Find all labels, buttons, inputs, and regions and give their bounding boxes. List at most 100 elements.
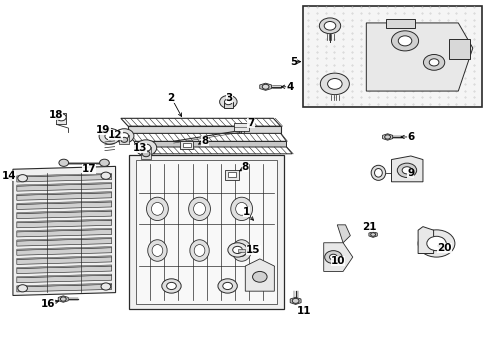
Polygon shape	[17, 210, 111, 213]
Text: 1: 1	[242, 207, 249, 217]
Polygon shape	[58, 296, 68, 302]
Bar	[224, 170, 238, 180]
Polygon shape	[368, 231, 377, 237]
Bar	[57, 113, 66, 125]
Polygon shape	[366, 23, 472, 91]
Circle shape	[397, 36, 411, 46]
Bar	[234, 123, 248, 131]
Circle shape	[391, 31, 418, 51]
Polygon shape	[17, 173, 111, 177]
Polygon shape	[17, 219, 111, 223]
Ellipse shape	[147, 240, 167, 261]
Ellipse shape	[230, 197, 252, 221]
Circle shape	[224, 99, 232, 105]
Polygon shape	[17, 201, 111, 204]
Polygon shape	[417, 226, 433, 253]
Ellipse shape	[151, 202, 163, 215]
Ellipse shape	[146, 197, 168, 221]
Text: 6: 6	[407, 132, 414, 142]
Text: 18: 18	[49, 111, 63, 121]
Circle shape	[100, 159, 109, 166]
Polygon shape	[128, 134, 286, 141]
Polygon shape	[121, 118, 280, 126]
Polygon shape	[17, 211, 111, 219]
Text: 2: 2	[167, 93, 175, 103]
Ellipse shape	[236, 244, 246, 256]
Polygon shape	[17, 202, 111, 210]
Text: 19: 19	[96, 125, 110, 135]
Polygon shape	[17, 193, 111, 200]
Polygon shape	[134, 147, 292, 154]
Text: 12: 12	[108, 130, 122, 140]
Text: 4: 4	[285, 82, 293, 92]
Polygon shape	[337, 225, 349, 243]
Text: 15: 15	[246, 245, 260, 255]
Bar	[119, 135, 129, 144]
Text: 10: 10	[330, 256, 345, 266]
Text: 8: 8	[201, 136, 208, 145]
Text: 5: 5	[289, 57, 297, 67]
Bar	[227, 172, 235, 177]
Polygon shape	[17, 238, 111, 241]
Bar	[183, 143, 190, 147]
Circle shape	[319, 18, 340, 34]
Bar	[141, 147, 151, 159]
Text: 17: 17	[81, 164, 96, 174]
Ellipse shape	[152, 244, 163, 256]
Text: 13: 13	[132, 143, 147, 153]
Bar	[385, 19, 414, 28]
Circle shape	[59, 159, 68, 166]
Circle shape	[329, 254, 337, 260]
Ellipse shape	[370, 165, 385, 180]
Circle shape	[423, 54, 444, 70]
Circle shape	[135, 140, 156, 156]
Polygon shape	[17, 192, 111, 195]
Ellipse shape	[188, 197, 210, 221]
Circle shape	[99, 129, 120, 144]
Circle shape	[417, 230, 454, 257]
Text: 8: 8	[241, 162, 248, 172]
Circle shape	[327, 78, 342, 89]
Circle shape	[262, 84, 268, 89]
Circle shape	[223, 282, 232, 289]
Polygon shape	[17, 175, 111, 182]
Text: 7: 7	[247, 118, 254, 128]
Polygon shape	[17, 184, 111, 191]
Circle shape	[60, 297, 66, 301]
Polygon shape	[17, 257, 111, 264]
Polygon shape	[391, 156, 422, 182]
Polygon shape	[17, 248, 111, 255]
Ellipse shape	[194, 244, 204, 256]
Circle shape	[114, 129, 134, 143]
Text: 9: 9	[407, 168, 413, 178]
Circle shape	[162, 279, 181, 293]
Polygon shape	[128, 126, 280, 134]
Polygon shape	[17, 274, 111, 278]
Circle shape	[252, 271, 266, 282]
Circle shape	[101, 172, 110, 179]
Circle shape	[57, 114, 66, 121]
Circle shape	[142, 151, 150, 157]
Bar	[180, 140, 193, 149]
Circle shape	[218, 279, 237, 293]
Polygon shape	[382, 134, 392, 140]
Polygon shape	[129, 155, 284, 309]
Text: 3: 3	[225, 93, 232, 103]
Ellipse shape	[231, 240, 251, 261]
Polygon shape	[13, 166, 115, 296]
Circle shape	[18, 175, 27, 182]
Circle shape	[384, 135, 390, 139]
Circle shape	[121, 137, 127, 142]
Polygon shape	[17, 220, 111, 228]
Polygon shape	[17, 256, 111, 259]
Polygon shape	[17, 283, 111, 287]
Circle shape	[428, 59, 438, 66]
Polygon shape	[17, 284, 111, 292]
Text: 16: 16	[41, 299, 55, 309]
Circle shape	[101, 283, 110, 290]
Circle shape	[396, 163, 416, 177]
Polygon shape	[17, 239, 111, 246]
Polygon shape	[17, 228, 111, 232]
Circle shape	[18, 285, 27, 292]
Polygon shape	[17, 229, 111, 237]
